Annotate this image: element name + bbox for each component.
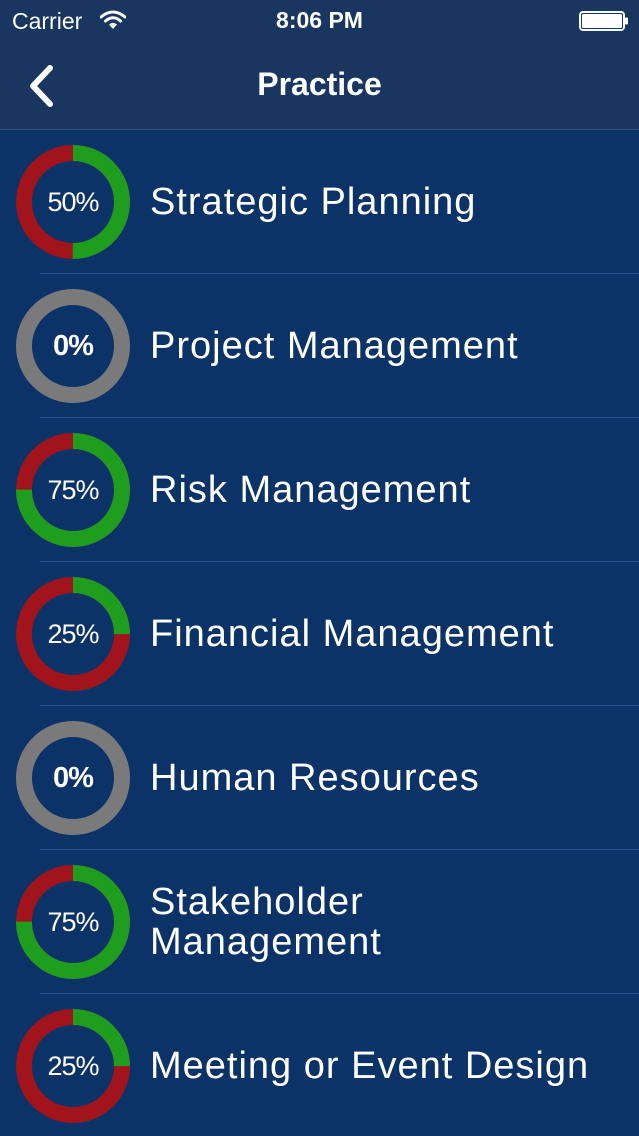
topic-row[interactable]: 75% Risk Management	[0, 418, 639, 562]
progress-ring-empty	[16, 721, 130, 835]
page-title: Practice	[257, 66, 382, 102]
progress-percent: 0%	[53, 762, 94, 794]
progress-ring	[16, 721, 130, 835]
topic-title: Strategic Planning	[150, 181, 477, 223]
topic-title: Risk Management	[150, 469, 472, 511]
progress-percent: 50%	[47, 187, 99, 217]
progress-ring	[16, 1009, 130, 1123]
progress-ring-complete	[16, 577, 130, 691]
status-bar: Carrier 8:06 PM	[0, 0, 639, 42]
progress-ring-complete	[16, 865, 130, 979]
carrier-label: Carrier	[12, 8, 83, 34]
topic-row[interactable]: 0% Human Resources	[0, 706, 639, 850]
progress-percent: 25%	[47, 619, 99, 649]
topic-row[interactable]: 25% Meeting or Event Design	[0, 994, 639, 1136]
progress-percent: 75%	[47, 475, 99, 505]
topic-row[interactable]: 50% Strategic Planning	[0, 130, 639, 274]
topic-row[interactable]: 25% Financial Management	[0, 562, 639, 706]
top-bar: Carrier 8:06 PM Practice	[0, 0, 639, 130]
progress-ring	[16, 289, 130, 403]
topic-row[interactable]: 0% Project Management	[0, 274, 639, 418]
progress-ring	[16, 577, 130, 691]
progress-percent: 75%	[47, 907, 99, 937]
chevron-left-icon	[30, 65, 53, 107]
wifi-icon	[100, 10, 126, 29]
progress-ring	[16, 865, 130, 979]
navigation-bar: Practice	[0, 42, 639, 130]
progress-ring	[16, 433, 130, 547]
topic-row[interactable]: 75% Stakeholder Management	[0, 850, 639, 994]
progress-ring-complete	[16, 1009, 130, 1123]
topic-title: Meeting or Event Design	[150, 1045, 590, 1087]
progress-ring-complete	[16, 433, 130, 547]
topic-list: 50% Strategic Planning 0% Project Manage…	[0, 130, 639, 1136]
progress-ring-empty	[16, 289, 130, 403]
topic-title: Human Resources	[150, 757, 480, 799]
topic-title: Financial Management	[150, 613, 555, 655]
progress-percent: 25%	[47, 1051, 99, 1081]
topic-title: Stakeholder Management	[150, 881, 382, 963]
battery-icon	[579, 11, 628, 31]
progress-ring-complete	[16, 145, 130, 259]
back-button[interactable]	[14, 58, 68, 114]
progress-percent: 0%	[53, 330, 94, 362]
progress-ring	[16, 145, 130, 259]
status-time: 8:06 PM	[276, 7, 363, 33]
topic-title: Project Management	[150, 325, 519, 367]
